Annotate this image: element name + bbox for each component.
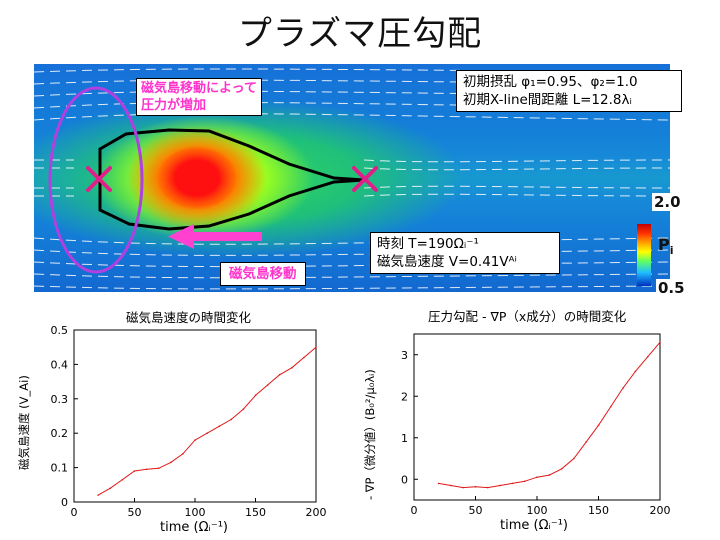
data-point (182, 453, 184, 455)
data-point (450, 484, 452, 487)
data-point (242, 408, 245, 410)
velocity-chart-xlabel: time (Ωᵢ⁻¹) (160, 520, 228, 535)
y-tick-label: 0.2 (51, 427, 69, 440)
data-point (218, 425, 220, 428)
data-point (622, 387, 624, 389)
data-point (499, 484, 501, 487)
island-motion-arrow (168, 224, 262, 249)
x-tick-label: 50 (469, 504, 483, 517)
data-point (646, 356, 649, 358)
x-tick-label: 200 (306, 506, 327, 519)
pressure-rise-ellipse (48, 86, 144, 274)
data-point (194, 439, 196, 441)
gradient-chart-xlabel: time (Ωᵢ⁻¹) (500, 518, 568, 533)
y-tick-label: 1 (401, 432, 408, 445)
y-tick-label: 0.1 (51, 462, 69, 475)
velocity-chart: 0 50 100 150 200 0 0.1 0.2 0.3 0.4 0.5 (51, 324, 327, 519)
pressure-colorbar (637, 224, 651, 286)
x-tick-label: 150 (588, 504, 609, 517)
data-point (536, 476, 538, 478)
gradient-chart: 0 50 100 150 200 0 1 2 3 (401, 333, 671, 517)
data-point (634, 370, 637, 373)
data-point (303, 356, 305, 359)
field-line (34, 113, 670, 121)
gradient-chart-title: 圧力勾配 - ∇P（x成分）の時間変化 (428, 309, 627, 324)
data-point (291, 367, 293, 369)
data-point (278, 373, 281, 376)
island-separatrix (98, 128, 365, 231)
x-tick-label: 200 (650, 504, 671, 517)
x-tick-label: 0 (411, 504, 418, 517)
island-motion-note: 磁気島移動 (220, 262, 306, 286)
y-tick-label: 0.4 (51, 358, 69, 371)
x-tick-label: 150 (245, 506, 266, 519)
colorbar-quantity-label: Pi (658, 235, 674, 258)
data-point (97, 494, 99, 496)
y-tick-label: 0.3 (51, 393, 69, 406)
field-line (34, 249, 670, 256)
data-point (254, 394, 257, 397)
page-title: プラズマ圧勾配 (237, 14, 483, 54)
data-point (585, 441, 587, 443)
gradient-chart-ylabel: - ∇P（微分値）(B₀²/μ₀λᵢ) (363, 369, 377, 500)
colorbar-min-label: 0.5 (656, 279, 687, 297)
data-point (145, 468, 148, 471)
data-point (206, 432, 208, 435)
field-line (363, 193, 670, 197)
data-point (170, 461, 172, 464)
initial-xline-text: 初期X-line間距離 L=12.8λᵢ (463, 92, 632, 108)
x-tick-label: 0 (71, 506, 78, 519)
x-tick-label: 100 (185, 506, 206, 519)
data-point (474, 485, 477, 488)
data-point (109, 487, 112, 490)
data-point (487, 486, 489, 489)
y-tick-label: 0.5 (51, 324, 69, 337)
x-point-right-marker (352, 166, 378, 192)
data-point (230, 418, 233, 421)
data-point (437, 482, 440, 485)
velocity-chart-title: 磁気島速度の時間変化 (126, 310, 252, 325)
data-point (157, 467, 160, 470)
colorbar-max-label: 2.0 (652, 193, 683, 211)
x-point-left-marker (86, 166, 112, 192)
speed-info-text: 磁気島速度 V=0.41Vᴬⁱ (377, 254, 517, 270)
data-point (610, 405, 612, 408)
data-point (597, 424, 600, 427)
initial-conditions-note: 初期摂乱 φ₁=0.95、φ₂=1.0 初期X-line間距離 L=12.8λᵢ (456, 70, 682, 112)
data-point (560, 468, 563, 470)
data-point (659, 341, 661, 344)
time-speed-note: 時刻 T=190Ωᵢ⁻¹ 磁気島速度 V=0.41Vᴬⁱ (370, 232, 560, 274)
data-series-line (438, 341, 661, 489)
initial-perturbation-text: 初期摂乱 φ₁=0.95、φ₂=1.0 (463, 74, 638, 90)
y-tick-label: 0 (401, 473, 408, 486)
field-line (363, 185, 670, 189)
data-point (266, 384, 269, 386)
data-point (511, 482, 514, 485)
data-point (315, 346, 317, 349)
plot-frame (413, 333, 661, 501)
x-tick-label: 50 (128, 506, 142, 519)
data-point (133, 470, 136, 472)
data-series-line (97, 346, 317, 496)
data-point (462, 486, 465, 489)
field-line (363, 167, 670, 171)
y-tick-label: 3 (401, 349, 408, 362)
data-point (121, 478, 124, 481)
plot-frame (73, 329, 317, 503)
data-point (573, 457, 575, 460)
field-line (34, 285, 670, 290)
pressure-rise-note: 磁気島移動によって 圧力が増加 (136, 78, 262, 116)
island-motion-text: 磁気島移動 (229, 266, 297, 282)
data-point (548, 474, 551, 476)
x-tick-label: 100 (527, 504, 548, 517)
y-tick-label: 0 (61, 496, 68, 509)
field-line (34, 261, 670, 268)
field-line (363, 159, 670, 163)
field-line (34, 273, 670, 279)
y-tick-label: 2 (401, 390, 408, 403)
data-point (523, 480, 526, 483)
pressure-rise-text: 磁気島移動によって 圧力が増加 (141, 81, 257, 113)
time-info-text: 時刻 T=190Ωᵢ⁻¹ (377, 236, 479, 252)
